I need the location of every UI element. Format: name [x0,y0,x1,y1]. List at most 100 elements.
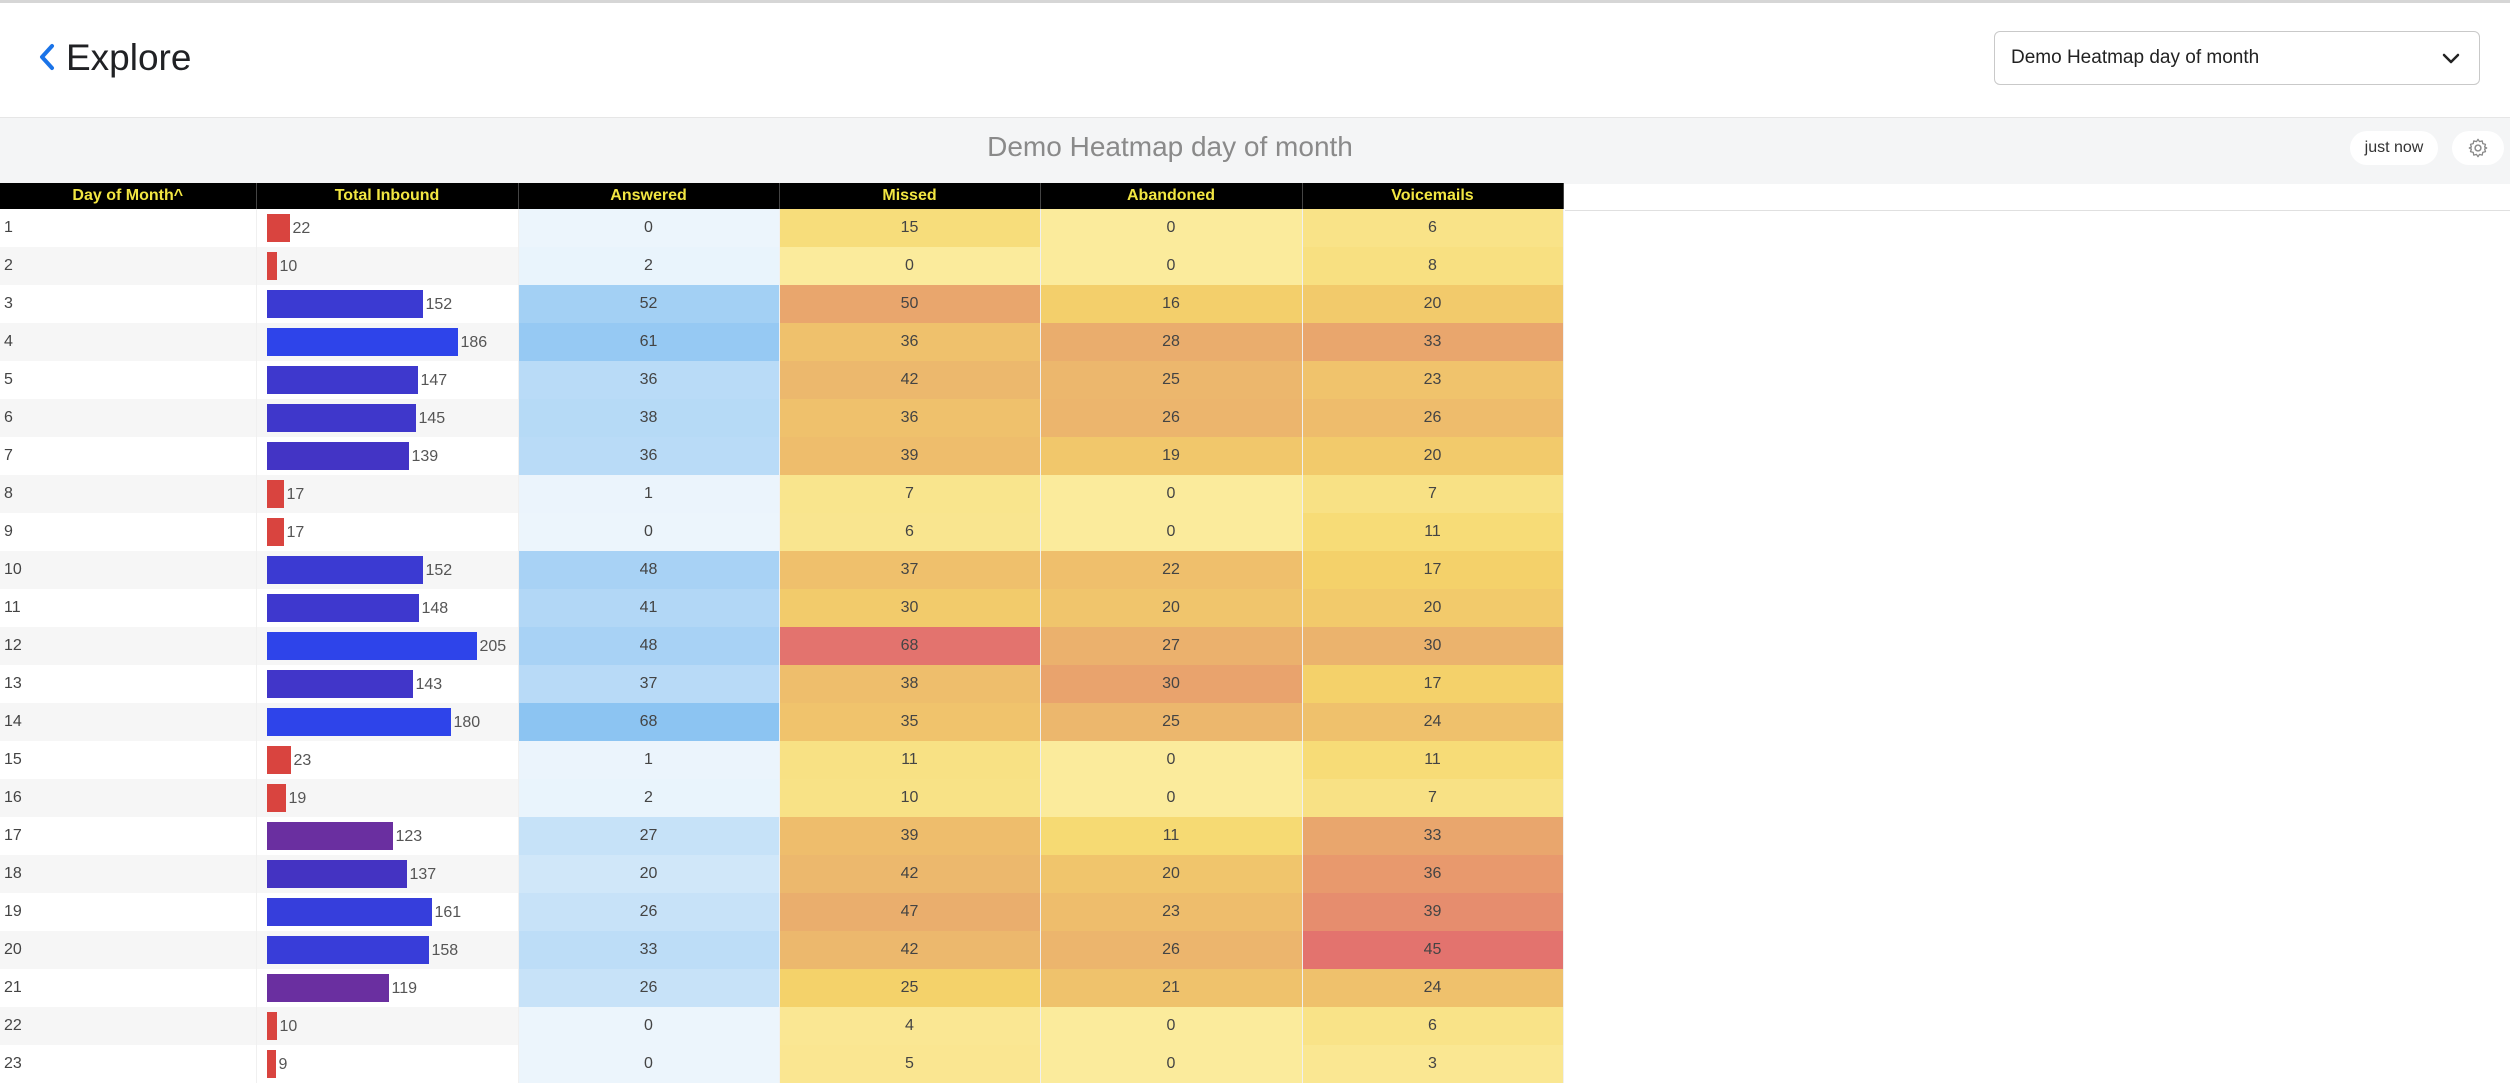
total-inbound-value: 205 [479,638,507,655]
cell-voicemails: 8 [1302,247,1564,285]
total-inbound-value: 139 [411,448,439,465]
column-header-day-of-month[interactable]: Day of Month^ [0,183,257,209]
table-row: 11 148 41 30 20 20 [0,589,1564,627]
column-header-total-inbound[interactable]: Total Inbound [256,183,519,209]
cell-total-inbound: 143 [256,665,519,703]
cell-voicemails: 45 [1302,931,1564,969]
cell-missed: 7 [779,475,1041,513]
total-inbound-value: 22 [292,220,311,237]
table-row: 16 19 2 10 0 7 [0,779,1564,817]
cell-day-of-month: 14 [0,703,257,741]
total-inbound-bar [266,708,451,736]
cell-answered: 20 [518,855,780,893]
refresh-status[interactable]: just now [2350,131,2438,165]
gear-icon [2468,138,2488,158]
total-inbound-bar [266,784,286,812]
column-header-voicemails[interactable]: Voicemails [1302,183,1564,209]
cell-missed: 5 [779,1045,1041,1083]
dashboard-select-value: Demo Heatmap day of month [2011,47,2260,68]
cell-voicemails: 17 [1302,665,1564,703]
sort-ascending-icon: ^ [173,187,184,204]
cell-day-of-month: 4 [0,323,257,361]
total-inbound-bar [266,214,290,242]
table-row: 20 158 33 42 26 45 [0,931,1564,969]
total-inbound-value: 147 [420,372,448,389]
cell-answered: 0 [518,513,780,551]
cell-missed: 4 [779,1007,1041,1045]
total-inbound-value: 137 [409,866,437,883]
cell-missed: 25 [779,969,1041,1007]
cell-total-inbound: 152 [256,551,519,589]
table-row: 10 152 48 37 22 17 [0,551,1564,589]
cell-day-of-month: 18 [0,855,257,893]
cell-day-of-month: 17 [0,817,257,855]
table-row: 4 186 61 36 28 33 [0,323,1564,361]
cell-answered: 37 [518,665,780,703]
cell-missed: 6 [779,513,1041,551]
cell-missed: 47 [779,893,1041,931]
cell-abandoned: 0 [1040,779,1303,817]
cell-abandoned: 20 [1040,855,1303,893]
total-inbound-value: 119 [391,980,418,997]
table-row: 6 145 38 36 26 26 [0,399,1564,437]
total-inbound-value: 23 [293,752,312,769]
cell-abandoned: 25 [1040,361,1303,399]
cell-missed: 38 [779,665,1041,703]
settings-button[interactable] [2452,131,2504,165]
table-row: 19 161 26 47 23 39 [0,893,1564,931]
cell-day-of-month: 5 [0,361,257,399]
cell-total-inbound: 145 [256,399,519,437]
table-row: 7 139 36 39 19 20 [0,437,1564,475]
cell-abandoned: 25 [1040,703,1303,741]
cell-total-inbound: 139 [256,437,519,475]
cell-total-inbound: 152 [256,285,519,323]
page-header: Explore Demo Heatmap day of month [0,3,2510,117]
cell-answered: 41 [518,589,780,627]
cell-abandoned: 11 [1040,817,1303,855]
cell-voicemails: 36 [1302,855,1564,893]
column-header-missed[interactable]: Missed [779,183,1041,209]
cell-total-inbound: 17 [256,513,519,551]
cell-answered: 36 [518,361,780,399]
column-header-answered[interactable]: Answered [518,183,780,209]
cell-abandoned: 0 [1040,513,1303,551]
cell-total-inbound: 158 [256,931,519,969]
table-row: 13 143 37 38 30 17 [0,665,1564,703]
column-header-abandoned[interactable]: Abandoned [1040,183,1303,209]
total-inbound-value: 152 [425,296,453,313]
total-inbound-bar [266,822,393,850]
cell-answered: 2 [518,779,780,817]
total-inbound-bar [266,366,418,394]
total-inbound-bar [266,898,432,926]
cell-total-inbound: 19 [256,779,519,817]
total-inbound-bar [266,442,409,470]
cell-voicemails: 24 [1302,969,1564,1007]
cell-day-of-month: 7 [0,437,257,475]
cell-abandoned: 27 [1040,627,1303,665]
total-inbound-bar [266,518,284,546]
cell-day-of-month: 16 [0,779,257,817]
total-inbound-bar [266,936,429,964]
cell-abandoned: 0 [1040,741,1303,779]
cell-missed: 42 [779,855,1041,893]
chevron-down-icon [2442,53,2460,64]
cell-abandoned: 20 [1040,589,1303,627]
cell-voicemails: 17 [1302,551,1564,589]
cell-abandoned: 21 [1040,969,1303,1007]
cell-voicemails: 11 [1302,741,1564,779]
back-button[interactable] [30,35,64,81]
cell-missed: 68 [779,627,1041,665]
cell-day-of-month: 23 [0,1045,257,1083]
total-inbound-bar [266,1012,277,1040]
cell-voicemails: 33 [1302,323,1564,361]
cell-day-of-month: 6 [0,399,257,437]
total-inbound-bar [266,328,458,356]
total-inbound-value: 9 [278,1056,288,1073]
cell-day-of-month: 15 [0,741,257,779]
cell-missed: 36 [779,323,1041,361]
cell-missed: 11 [779,741,1041,779]
dashboard-select[interactable]: Demo Heatmap day of month [1994,31,2480,85]
cell-missed: 30 [779,589,1041,627]
cell-voicemails: 6 [1302,209,1564,247]
table-row: 3 152 52 50 16 20 [0,285,1564,323]
